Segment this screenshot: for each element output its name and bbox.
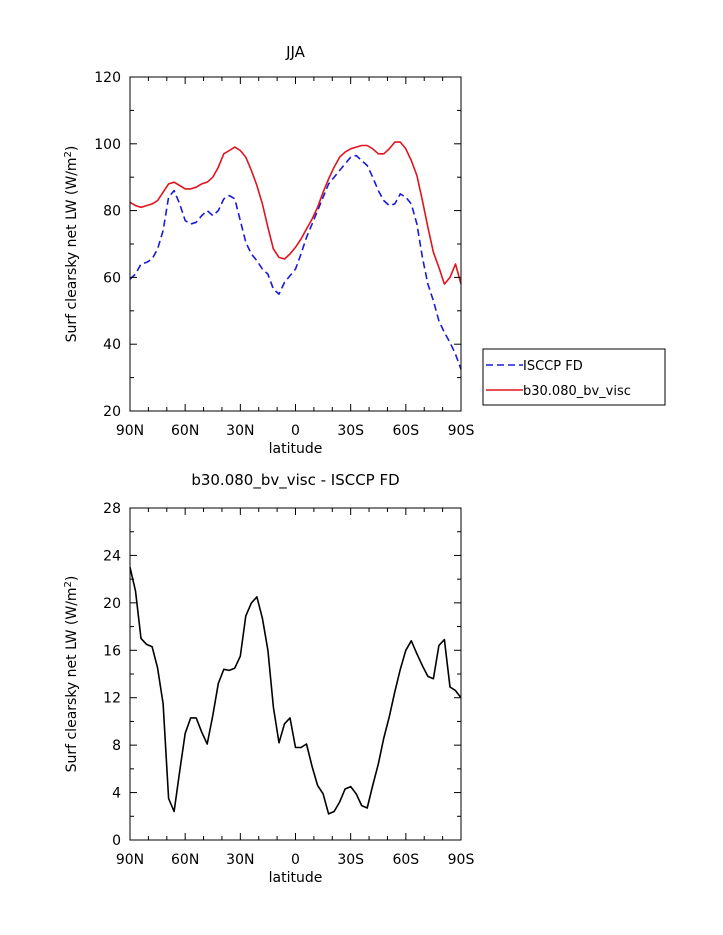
- y-tick-label: 80: [103, 204, 121, 220]
- chart-title: b30.080_bv_visc - ISCCP FD: [191, 471, 399, 490]
- x-tick-label: 60N: [171, 423, 199, 439]
- y-tick-label: 120: [94, 70, 121, 86]
- top-chart-panel: JJA 90N 60N 30N 0 30S 60S 90S 20 40 60 80 100 120 lati…: [63, 43, 666, 457]
- y-tick-label: 60: [103, 270, 121, 286]
- x-tick-label: 90N: [116, 852, 144, 868]
- x-tick-label: 90N: [116, 423, 144, 439]
- y-tick-label: 4: [112, 786, 121, 802]
- y-tick-label: 28: [103, 501, 121, 517]
- y-axis-label: Surf clearsky net LW (W/m2): [63, 146, 81, 343]
- x-tick-label: 90S: [448, 852, 475, 868]
- plot-frame: [129, 76, 462, 412]
- y-tick-label: 12: [103, 691, 121, 707]
- y-axis-label: Surf clearsky net LW (W/m2): [63, 576, 81, 773]
- y-axis-label-close: ): [64, 576, 80, 581]
- y-tick-label: 40: [103, 337, 121, 353]
- y-axis-label-text: Surf clearsky net LW (W/m: [64, 587, 80, 772]
- x-tick-label: 90S: [448, 423, 475, 439]
- x-tick-label: 0: [291, 852, 300, 868]
- series-line-b30-080-bv-visc: [129, 141, 462, 285]
- x-tick-label: 30S: [337, 852, 364, 868]
- plot-frame: [129, 507, 462, 841]
- x-tick-label: 30S: [337, 423, 364, 439]
- x-tick-label: 30N: [226, 423, 254, 439]
- y-axis-label-superscript: 2: [63, 151, 74, 157]
- x-tick-label: 60S: [392, 852, 419, 868]
- y-axis-label-close: ): [64, 146, 80, 151]
- x-tick-label: 60S: [392, 423, 419, 439]
- y-axis-label-text: Surf clearsky net LW (W/m: [64, 157, 80, 342]
- y-axis-label-superscript: 2: [63, 581, 74, 587]
- chart-title: JJA: [285, 43, 306, 61]
- x-tick-label: 30N: [226, 852, 254, 868]
- legend-box: [482, 348, 666, 406]
- legend-label: ISCCP FD: [523, 359, 583, 374]
- y-tick-label: 100: [94, 137, 121, 153]
- bottom-chart-panel: b30.080_bv_visc - ISCCP FD 90N 60N 30N 0 30S 6…: [63, 471, 475, 886]
- x-tick-label: 0: [291, 423, 300, 439]
- y-tick-label: 16: [103, 643, 121, 659]
- legend-label: b30.080_bv_visc: [523, 384, 631, 399]
- difference-line: [129, 567, 462, 815]
- series-line-isccp-fd: [129, 154, 462, 370]
- x-axis-label: latitude: [269, 870, 323, 886]
- y-tick-label: 20: [103, 596, 121, 612]
- y-tick-label: 24: [103, 548, 121, 564]
- y-tick-label: 0: [112, 833, 121, 849]
- x-tick-label: 60N: [171, 852, 199, 868]
- x-axis-label: latitude: [269, 441, 323, 457]
- y-tick-label: 20: [103, 404, 121, 420]
- y-tick-label: 8: [112, 738, 121, 754]
